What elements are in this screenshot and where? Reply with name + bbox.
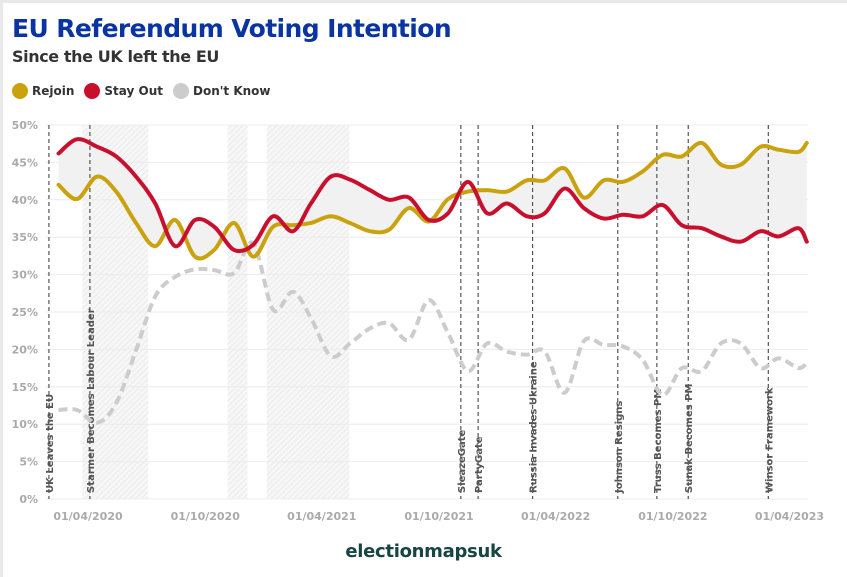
y-tick-label: 40%: [12, 194, 38, 207]
legend-label: Don't Know: [193, 84, 271, 98]
event-label: PartyGate: [474, 436, 485, 493]
event-label: Johnson Resigns: [614, 401, 625, 494]
legend-swatch-rejoin: [12, 83, 28, 99]
chart-title: EU Referendum Voting Intention: [12, 14, 452, 43]
series-line-stay-out: [56, 137, 809, 254]
y-tick-label: 5%: [19, 456, 38, 469]
legend-swatch-dont-know: [173, 83, 189, 99]
event-label: Starmer Becomes Labour Leader: [86, 308, 97, 493]
y-tick-label: 25%: [12, 306, 38, 319]
event-label: UK Leaves the EU: [45, 394, 56, 493]
y-tick-label: 10%: [12, 418, 38, 431]
event-label: Sunak Becomes PM: [684, 384, 695, 493]
legend-label: Rejoin: [32, 84, 75, 98]
x-tick-label: 01/10/2021: [404, 510, 473, 523]
x-tick-label: 01/04/2021: [287, 510, 356, 523]
chart-subtitle: Since the UK left the EU: [12, 47, 220, 66]
x-tick-label: 01/10/2022: [638, 510, 707, 523]
event-label: Truss Becomes PM: [653, 389, 664, 493]
y-tick-label: 50%: [12, 119, 38, 132]
x-tick-label: 01/04/2022: [521, 510, 590, 523]
event-label: Russia Invades Ukraine: [529, 361, 540, 493]
y-tick-label: 0%: [19, 493, 38, 506]
legend-item-rejoin[interactable]: Rejoin: [12, 83, 74, 99]
y-tick-label: 35%: [12, 231, 38, 244]
event-label: SleazeGate: [457, 430, 468, 493]
legend-item-dont-know[interactable]: Don't Know: [173, 83, 271, 99]
y-tick-label: 45%: [12, 156, 38, 169]
x-tick-label: 01/04/2020: [53, 510, 123, 523]
y-tick-label: 30%: [12, 269, 38, 282]
x-tick-label: 01/04/2023: [755, 510, 824, 523]
event-label: Winsor Framework: [764, 387, 775, 493]
legend: Rejoin Stay Out Don't Know: [12, 83, 271, 99]
legend-swatch-stay-out: [84, 83, 101, 99]
legend-label: Stay Out: [104, 84, 163, 98]
brand-footer: electionmapsuk: [345, 541, 502, 562]
legend-item-stay-out[interactable]: Stay Out: [84, 83, 163, 99]
series-line-don-t-know: [58, 240, 809, 425]
y-tick-label: 20%: [12, 343, 38, 356]
y-tick-label: 15%: [12, 381, 38, 394]
x-tick-label: 01/10/2020: [171, 510, 241, 523]
